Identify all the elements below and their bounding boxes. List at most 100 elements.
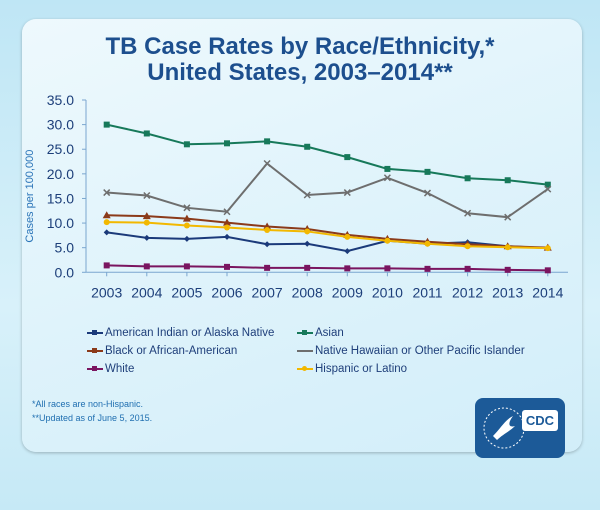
data-point <box>384 265 391 272</box>
data-point <box>304 240 311 247</box>
legend-item: Black or African-American <box>87 345 237 357</box>
legend-swatch <box>87 366 103 371</box>
y-tick-label: 5.0 <box>55 240 75 256</box>
data-point <box>183 204 191 212</box>
x-tick-label: 2012 <box>452 284 483 300</box>
data-point <box>464 209 472 217</box>
data-point <box>103 121 110 128</box>
x-tick-label: 2005 <box>171 284 202 300</box>
data-point <box>263 159 271 168</box>
x-tick-label: 2004 <box>131 284 162 300</box>
data-point <box>344 248 351 255</box>
data-point <box>264 264 271 271</box>
title-line-1: TB Case Rates by Race/Ethnicity,* <box>105 33 495 60</box>
legend-label: White <box>105 363 135 375</box>
series-line <box>106 123 548 186</box>
data-point <box>304 228 311 235</box>
legend-label: Black or African-American <box>105 345 238 357</box>
legend-swatch <box>297 330 313 335</box>
series-line <box>106 231 548 253</box>
x-tick-label: 2006 <box>211 284 242 300</box>
data-point <box>343 189 351 197</box>
data-point <box>303 191 311 199</box>
y-tick-label: 0.0 <box>55 264 75 280</box>
data-point <box>264 226 271 233</box>
legend-item: Native Hawaiian or Other Pacific Islande… <box>297 345 525 357</box>
data-point <box>304 264 311 271</box>
data-point <box>223 218 231 226</box>
data-point <box>143 219 150 226</box>
data-point <box>224 233 230 240</box>
chart-card <box>22 19 582 452</box>
y-tick-label: 30.0 <box>47 117 74 133</box>
data-point <box>504 177 511 184</box>
x-tick-label: 2008 <box>292 284 323 300</box>
data-point <box>384 237 391 244</box>
data-point <box>384 165 391 172</box>
series-line <box>106 221 548 250</box>
data-point <box>264 138 271 145</box>
x-tick-label: 2009 <box>332 284 363 300</box>
x-tick-label: 2014 <box>532 284 563 300</box>
data-point <box>264 241 271 248</box>
data-point <box>224 140 230 147</box>
footnotes: *All races are non-Hispanic. **Updated a… <box>32 397 152 425</box>
data-point <box>143 263 150 270</box>
legend-label: Hispanic or Latino <box>315 363 408 375</box>
data-point <box>143 130 150 137</box>
series-line <box>106 264 548 272</box>
data-point <box>224 263 230 270</box>
data-point <box>544 185 552 193</box>
data-point <box>142 212 151 220</box>
x-tick-label: 2010 <box>372 284 403 300</box>
data-point <box>344 154 351 161</box>
legend-item: Asian <box>297 327 344 339</box>
data-point <box>182 214 191 222</box>
footnote-1: *All races are non-Hispanic. <box>32 399 144 409</box>
legend-swatch <box>87 330 103 335</box>
legend-label: Native Hawaiian or Other Pacific Islande… <box>315 345 525 357</box>
y-tick-label: 35.0 <box>47 92 74 108</box>
y-tick-label: 20.0 <box>47 166 74 182</box>
cdc-logo: CDC <box>475 398 565 458</box>
data-point <box>464 243 471 250</box>
data-point <box>383 174 391 182</box>
data-point <box>183 222 190 229</box>
data-point <box>183 141 190 148</box>
data-point <box>424 240 431 247</box>
title-line-2: United States, 2003–2014** <box>147 59 453 86</box>
legend-item: Hispanic or Latino <box>297 363 407 375</box>
data-point <box>224 224 230 231</box>
data-point <box>344 233 351 240</box>
data-point <box>544 267 551 274</box>
data-point <box>423 189 432 197</box>
data-point <box>103 189 111 197</box>
data-point <box>464 265 471 272</box>
data-point <box>424 265 431 272</box>
data-point <box>544 245 551 252</box>
legend-item: White <box>87 363 134 375</box>
data-point <box>143 191 151 200</box>
legend-swatch <box>87 348 103 353</box>
series-line <box>106 162 549 219</box>
footnote-2: **Updated as of June 5, 2015. <box>32 413 153 423</box>
data-point <box>344 265 351 272</box>
data-point <box>544 181 551 188</box>
y-tick-label: 15.0 <box>47 190 74 206</box>
cdc-logo-text: CDC <box>521 410 558 431</box>
data-point <box>103 219 110 226</box>
data-point <box>504 266 511 273</box>
data-point <box>424 168 431 175</box>
y-tick-label: 25.0 <box>47 141 74 157</box>
data-point <box>504 244 511 251</box>
data-point <box>103 229 110 236</box>
legend-item: American Indian or Alaska Native <box>87 327 274 339</box>
legend-swatch <box>297 366 313 371</box>
data-point <box>143 234 150 241</box>
data-point <box>304 143 311 150</box>
legend-swatch <box>297 350 313 352</box>
chart-title: TB Case Rates by Race/Ethnicity,* United… <box>0 34 600 86</box>
series-line <box>106 214 548 249</box>
data-point <box>504 213 512 221</box>
